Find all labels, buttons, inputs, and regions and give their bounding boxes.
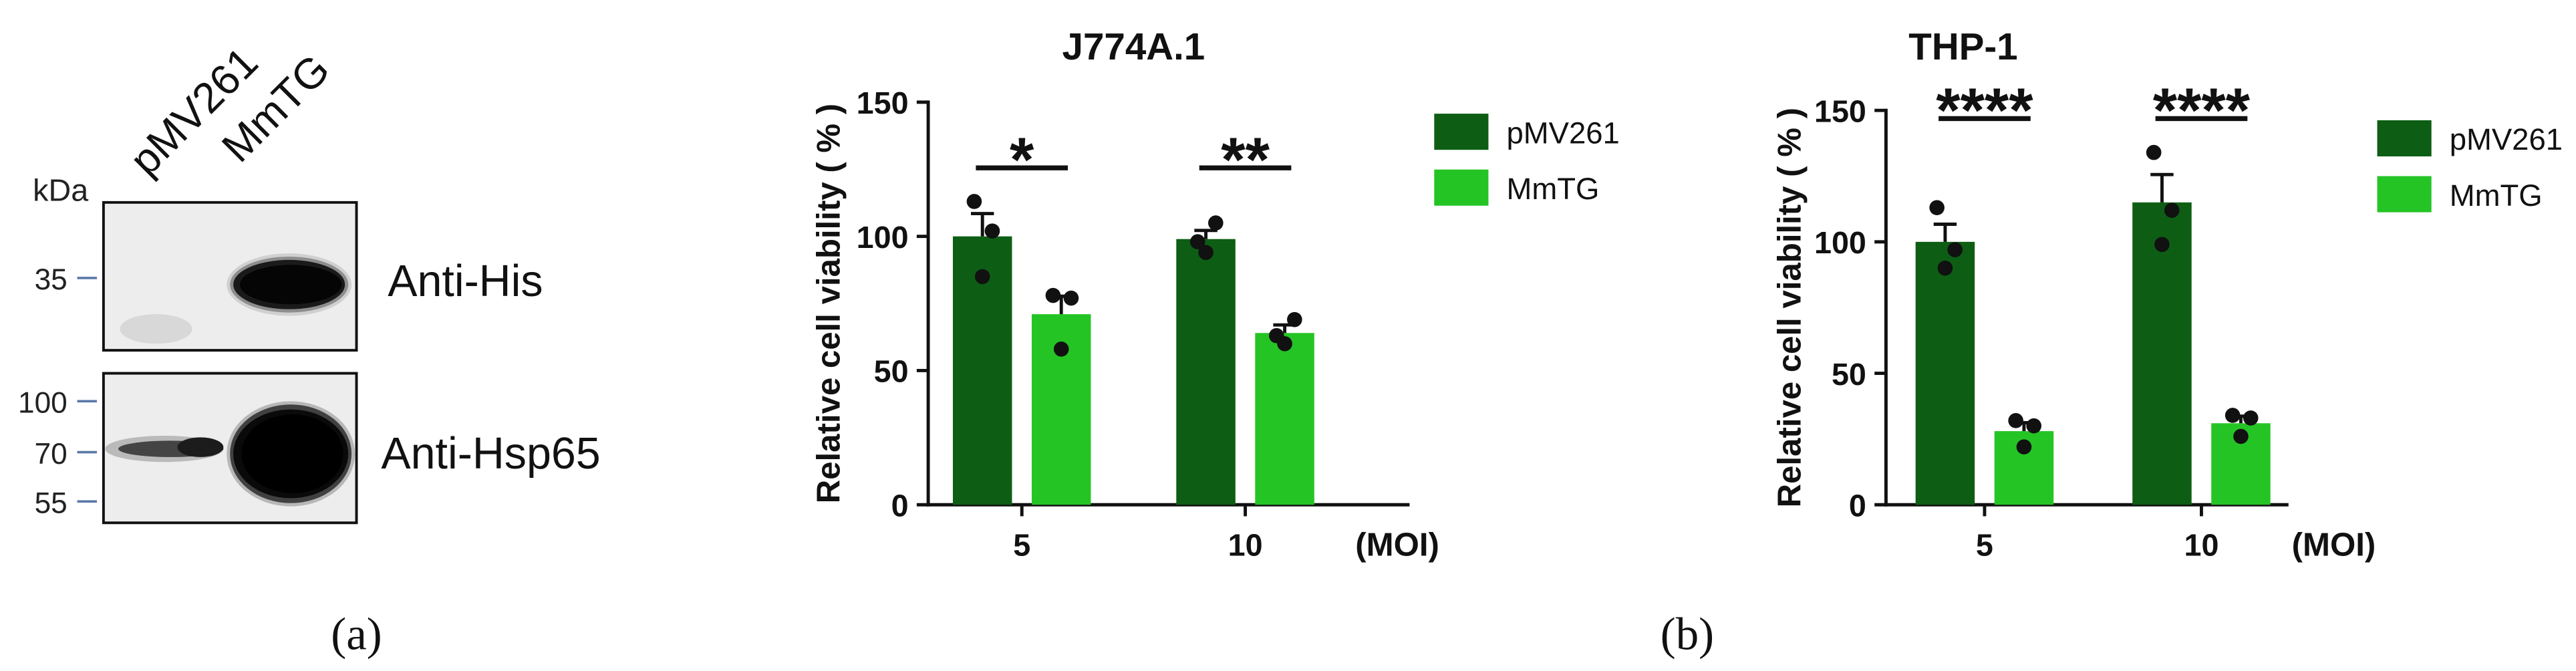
legend-swatch-mmtg [1434, 169, 1489, 206]
data-point [2225, 408, 2241, 423]
data-point [1929, 200, 1945, 216]
data-point [984, 223, 1000, 239]
data-point [2016, 439, 2032, 454]
faint-smudge [120, 314, 192, 344]
band-core [239, 265, 342, 305]
data-point [1198, 245, 1213, 261]
legend-swatch-pmv261 [1434, 114, 1489, 150]
panel-a: pMV261 MmTG kDa 35 Anti-His [18, 38, 601, 660]
antibody-label-anti-hsp65: Anti-Hsp65 [381, 429, 600, 479]
x-axis-label: (MOI) [1355, 526, 1439, 563]
data-point [1937, 260, 1953, 276]
data-point [1063, 290, 1079, 306]
legend-label-mmtg: MmTG [1506, 172, 1599, 206]
bar-mmtg-10 [1255, 333, 1314, 505]
bar-pmv261-10 [1176, 239, 1236, 505]
legend-label-pmv261: pMV261 [1506, 116, 1619, 150]
band-core [241, 414, 343, 494]
significance-marker: **** [2153, 75, 2251, 145]
data-point [966, 194, 982, 209]
chart-title: J774A.1 [1062, 25, 1205, 68]
y-tick-label: 100 [857, 220, 909, 255]
blot-border [102, 372, 358, 525]
data-point [2008, 413, 2023, 428]
data-point [2243, 410, 2259, 426]
data-point [2154, 237, 2170, 253]
y-tick-label: 100 [1814, 225, 1866, 260]
data-point [2026, 418, 2041, 434]
data-point [1189, 234, 1205, 250]
data-point [1045, 287, 1061, 303]
significance-marker: ** [1221, 124, 1270, 194]
data-point [1053, 342, 1069, 357]
chart-j774a1: J774A.1 0 50 100 150 Relative cell viability … [810, 25, 1620, 563]
blot-anti-hsp65: 100 70 55 Anti-Hsp65 [18, 372, 601, 525]
data-point [1277, 336, 1292, 352]
legend-swatch-pmv261 [2377, 120, 2432, 157]
y-tick-label: 0 [1849, 488, 1866, 523]
y-tick-label: 50 [874, 354, 909, 389]
y-axis-label: Relative cell viability ( % ) [810, 104, 847, 503]
significance-marker: **** [1936, 75, 2033, 145]
legend-swatch-mmtg [2377, 176, 2432, 213]
panel-a-caption: (a) [331, 609, 382, 660]
marker-label-70: 70 [35, 438, 67, 471]
panel-b-caption: (b) [1661, 609, 1714, 660]
data-point [2164, 203, 2180, 218]
data-point [1208, 215, 1224, 231]
y-tick-label: 150 [1814, 94, 1866, 128]
significance-marker: * [1010, 124, 1034, 194]
y-tick-label: 50 [1832, 357, 1866, 392]
marker-label-35: 35 [35, 263, 67, 296]
antibody-label-anti-his: Anti-His [388, 257, 543, 306]
legend-label-mmtg: MmTG [2450, 178, 2543, 213]
x-axis-label: (MOI) [2292, 526, 2376, 563]
x-tick-label: 5 [1976, 527, 1993, 562]
legend-label-pmv261: pMV261 [2450, 122, 2563, 156]
blot-border [102, 200, 358, 352]
marker-label-55: 55 [35, 487, 67, 520]
chart-title: THP-1 [1908, 25, 2017, 68]
data-point [2146, 144, 2162, 160]
data-point [1947, 242, 1963, 257]
data-point [2233, 428, 2249, 444]
blot-anti-his: 35 Anti-His [35, 200, 543, 352]
y-axis-label: Relative cell viability ( % ) [1771, 108, 1808, 507]
x-tick-label: 10 [1228, 527, 1263, 562]
data-point [1287, 311, 1302, 327]
x-tick-label: 10 [2184, 527, 2219, 562]
y-tick-label: 150 [857, 86, 909, 120]
band-core [177, 437, 224, 457]
data-point [974, 269, 990, 285]
bar-pmv261-10 [2132, 202, 2192, 505]
bar-pmv261-5 [1915, 241, 1975, 505]
y-tick-label: 0 [891, 488, 909, 523]
marker-label-100: 100 [18, 387, 67, 420]
x-tick-label: 5 [1013, 527, 1030, 562]
kda-label: kDa [33, 172, 88, 207]
